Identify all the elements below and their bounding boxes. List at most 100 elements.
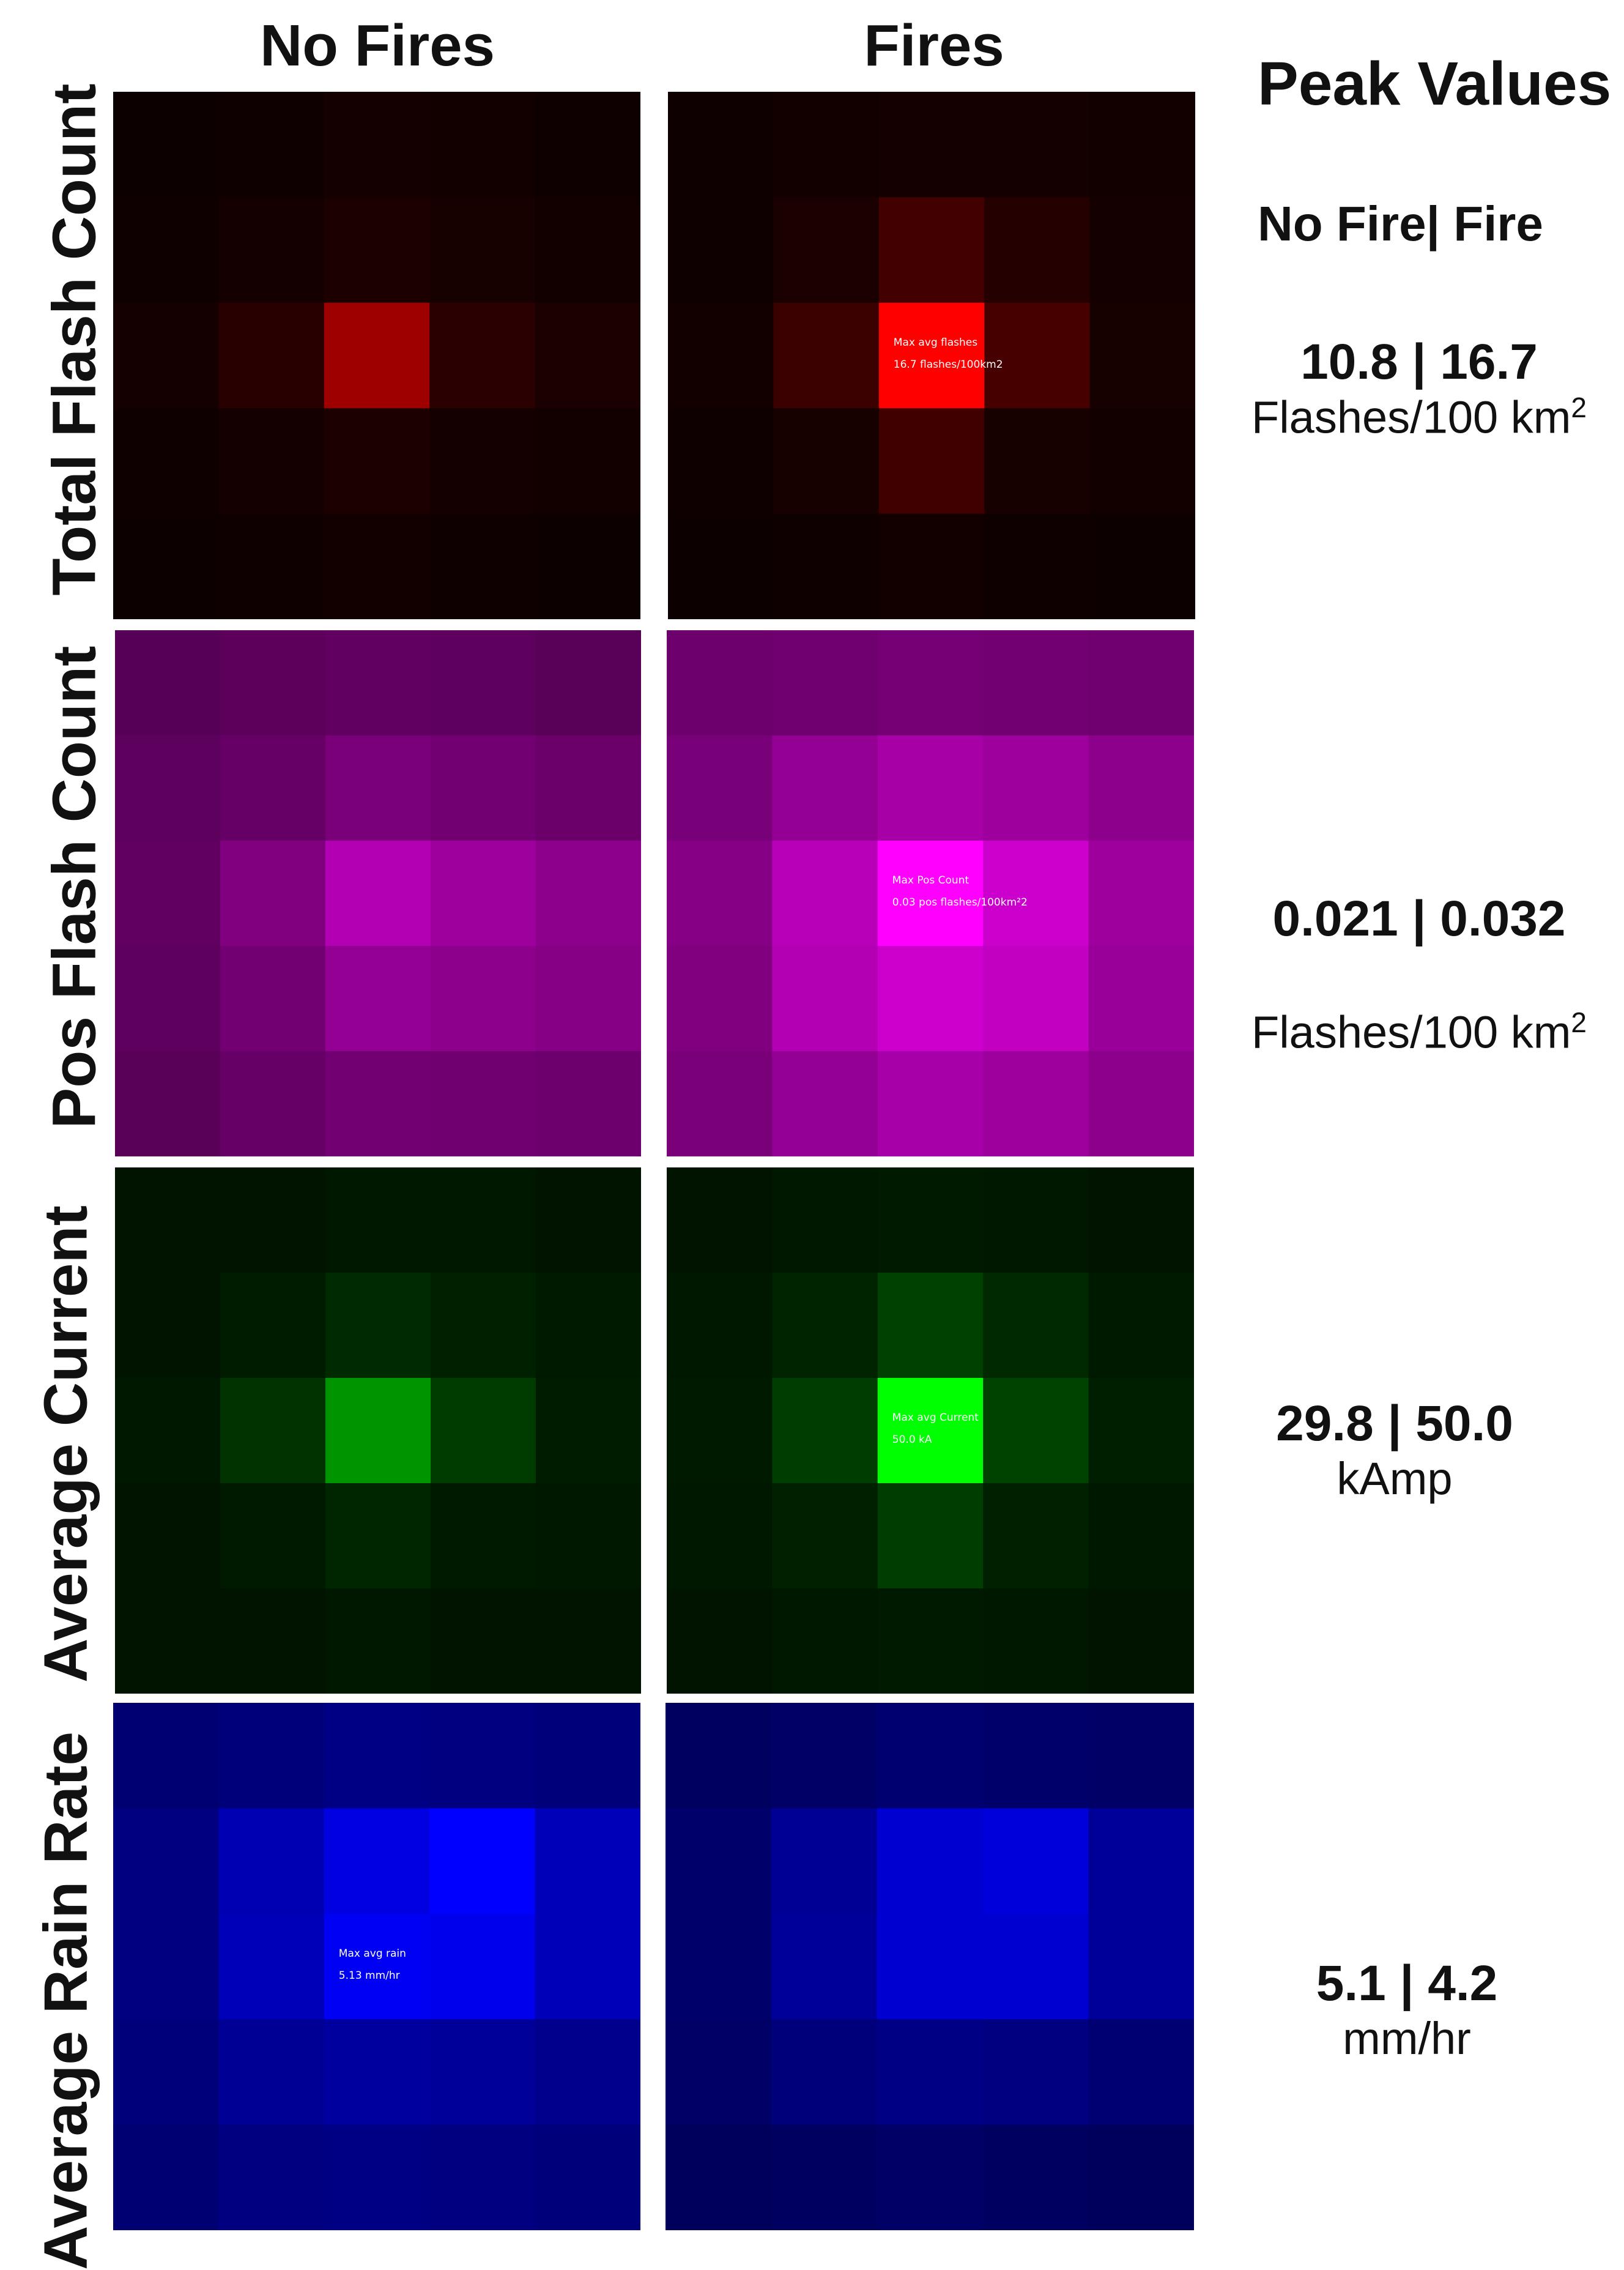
heatmap-cell — [115, 946, 221, 1052]
heatmap-cell — [984, 197, 1091, 303]
heatmap-cell — [772, 1588, 878, 1694]
heatmap-cell — [431, 1588, 536, 1694]
heatmap-cell — [431, 1273, 536, 1379]
heatmap-cell — [429, 92, 536, 198]
heatmap-cell — [115, 1588, 221, 1694]
heatmap-cell — [1088, 1273, 1194, 1379]
heatmap-cell — [431, 630, 536, 736]
heatmap-cell — [218, 513, 325, 619]
heatmap-cell — [877, 1167, 984, 1273]
heatmap-cell — [983, 841, 1089, 947]
peak-unit: mm/hr — [1343, 2013, 1471, 2064]
heatmap-cell — [218, 1808, 325, 1915]
heatmap-cell — [878, 92, 985, 198]
peak-unit: Flashes/100 km2 — [1251, 1007, 1587, 1058]
heatmap-cell — [983, 1588, 1089, 1694]
heatmap-cell — [877, 1588, 984, 1694]
heatmap-cell — [536, 1483, 641, 1589]
heatmap-cell — [667, 1588, 773, 1694]
heatmap-cell — [983, 1167, 1089, 1273]
heatmap-cell — [429, 1703, 536, 1809]
heatmap-cell — [1088, 1051, 1194, 1156]
heatmap-cell — [667, 841, 773, 947]
heatmap-cell — [877, 1483, 984, 1589]
heatmap-cell — [429, 408, 536, 515]
heatmap-cell — [1088, 841, 1194, 947]
heatmap-cell — [113, 302, 219, 409]
heatmap-cell — [536, 946, 641, 1052]
heatmap-cell — [1088, 630, 1194, 736]
heatmap-cell — [431, 1378, 536, 1484]
heatmap-cell — [535, 1808, 640, 1915]
heatmap-cell — [324, 1913, 430, 2020]
heatmap-cell — [113, 2124, 219, 2230]
heatmap-cell — [535, 1913, 640, 2020]
heatmap-cell — [772, 1378, 878, 1484]
heatmap-cell — [113, 2019, 219, 2126]
heatmap-annotation: 0.03 pos flashes/100km²2 — [892, 896, 1028, 909]
heatmap-cell — [535, 302, 640, 409]
heatmap-cell — [115, 1378, 221, 1484]
peak-value-total-flash: 10.8 | 16.7 Flashes/100 km2 — [1248, 333, 1590, 444]
heatmap-cell — [535, 2019, 640, 2126]
heatmap-cell — [429, 513, 536, 619]
heatmap-cell — [220, 1273, 326, 1379]
heatmap-cell — [220, 630, 326, 736]
heatmap-cell — [220, 1378, 326, 1484]
heatmap-cell — [115, 1167, 221, 1273]
heatmap-cell — [325, 630, 431, 736]
heatmap-cell — [771, 1913, 878, 2020]
peak-values-subheader: No Fire| Fire — [1258, 196, 1543, 251]
heatmap-cell — [666, 1703, 772, 1809]
heatmap-cell — [429, 1913, 536, 2020]
heatmap-cell — [1088, 946, 1194, 1052]
heatmap-cell — [535, 513, 640, 619]
heatmap-cell — [535, 408, 640, 515]
heatmap-cell — [115, 841, 221, 947]
heatmap-cell — [668, 408, 774, 515]
peak-unit: Flashes/100 km2 — [1251, 392, 1587, 443]
heatmap-cell — [325, 1483, 431, 1589]
heatmap-cell — [536, 1378, 641, 1484]
heatmap-cell — [1088, 1703, 1194, 1809]
heatmap-cell — [773, 513, 880, 619]
heatmap-cell — [771, 2124, 878, 2230]
heatmap-cell — [666, 1808, 772, 1915]
heatmap-cell — [220, 841, 326, 947]
heatmap-annotation: Max avg flashes — [894, 337, 977, 349]
heatmap-cell — [984, 408, 1091, 515]
heatmap-cell — [324, 408, 430, 515]
heatmap-cell — [983, 1273, 1089, 1379]
heatmap-cell — [983, 946, 1089, 1052]
heatmap-annotation: 16.7 flashes/100km2 — [894, 359, 1003, 371]
heatmap-cell — [877, 1808, 983, 1915]
heatmap-cell — [877, 1051, 984, 1156]
heatmap-cell — [535, 197, 640, 303]
heatmap-cell — [115, 1051, 221, 1156]
heatmap-cell — [983, 1051, 1089, 1156]
heatmap-cell — [220, 1483, 326, 1589]
heatmap-cell — [535, 92, 640, 198]
heatmap-cell — [324, 302, 430, 409]
heatmap-cell — [1089, 408, 1195, 515]
heatmap-cell — [113, 1808, 219, 1915]
heatmap-cell — [1088, 1913, 1194, 2020]
heatmap-cell — [982, 2124, 1089, 2230]
heatmap-cell — [431, 1483, 536, 1589]
heatmap-cell — [1088, 2124, 1194, 2230]
heatmap-cell — [115, 630, 221, 736]
heatmap-avg-rain-no-fire: Max avg rain 5.13 mm/hr — [113, 1703, 640, 2230]
heatmap-cell — [536, 630, 641, 736]
heatmap-cell — [113, 513, 219, 619]
heatmap-cell — [218, 1703, 325, 1809]
heatmap-cell — [535, 2124, 640, 2230]
heatmap-cell — [666, 2019, 772, 2126]
heatmap-cell — [877, 2124, 983, 2230]
heatmap-cell — [667, 1483, 773, 1589]
heatmap-cell — [771, 2019, 878, 2126]
heatmap-cell — [113, 92, 219, 198]
heatmap-cell — [113, 408, 219, 515]
heatmap-cell — [324, 197, 430, 303]
heatmap-cell — [218, 2019, 325, 2126]
heatmap-cell — [1088, 1167, 1194, 1273]
